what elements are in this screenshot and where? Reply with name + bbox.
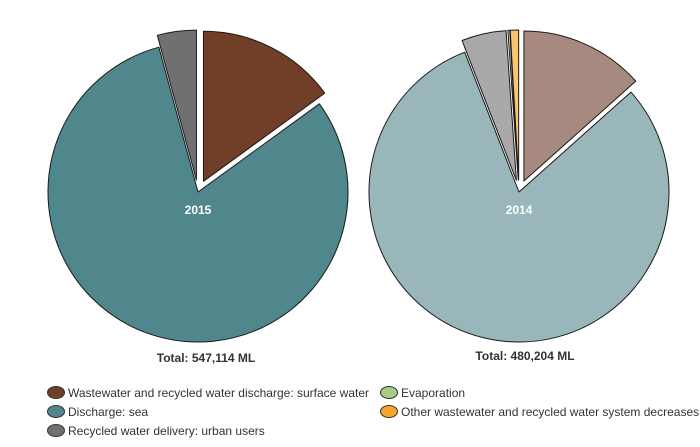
slice-2015-surface-water xyxy=(202,30,326,182)
legend-label-urban-users: Recycled water delivery: urban users xyxy=(68,424,265,438)
legend-item-discharge-sea: Discharge: sea xyxy=(47,404,148,420)
legend-item-urban-users: Recycled water delivery: urban users xyxy=(47,423,265,439)
legend-swatch-urban-users xyxy=(47,424,65,438)
slice-2014-surface-water xyxy=(523,30,637,182)
legend-label-surface-water: Wastewater and recycled water discharge:… xyxy=(68,386,370,400)
slice-2014-other-decreases xyxy=(509,29,520,181)
legend-label-other-decreases: Other wastewater and recycled water syst… xyxy=(401,405,700,419)
pie-2014 xyxy=(368,29,670,343)
legend-label-evaporation: Evaporation xyxy=(401,386,466,400)
slice-2015-discharge-sea xyxy=(47,46,349,343)
pie-2015 xyxy=(47,29,349,343)
legend-swatch-surface-water xyxy=(47,386,65,400)
legend-swatch-other-decreases xyxy=(380,405,398,419)
total-label-2014: Total: 480,204 ML xyxy=(475,349,574,363)
legend-item-evaporation: Evaporation xyxy=(380,385,465,401)
legend-swatch-discharge-sea xyxy=(47,405,65,419)
year-label-2014: 2014 xyxy=(506,203,533,217)
legend-label-discharge-sea: Discharge: sea xyxy=(68,405,149,419)
slice-2014-urban-users xyxy=(461,30,517,181)
legend-swatch-evaporation xyxy=(380,386,398,400)
slice-2014-discharge-sea xyxy=(368,51,670,343)
year-label-2015: 2015 xyxy=(185,203,212,217)
total-label-2015: Total: 547,114 ML xyxy=(157,351,255,365)
legend-item-other-decreases: Other wastewater and recycled water syst… xyxy=(380,404,699,420)
slice-2015-urban-users xyxy=(156,29,197,181)
legend-item-surface-water: Wastewater and recycled water discharge:… xyxy=(47,385,369,401)
